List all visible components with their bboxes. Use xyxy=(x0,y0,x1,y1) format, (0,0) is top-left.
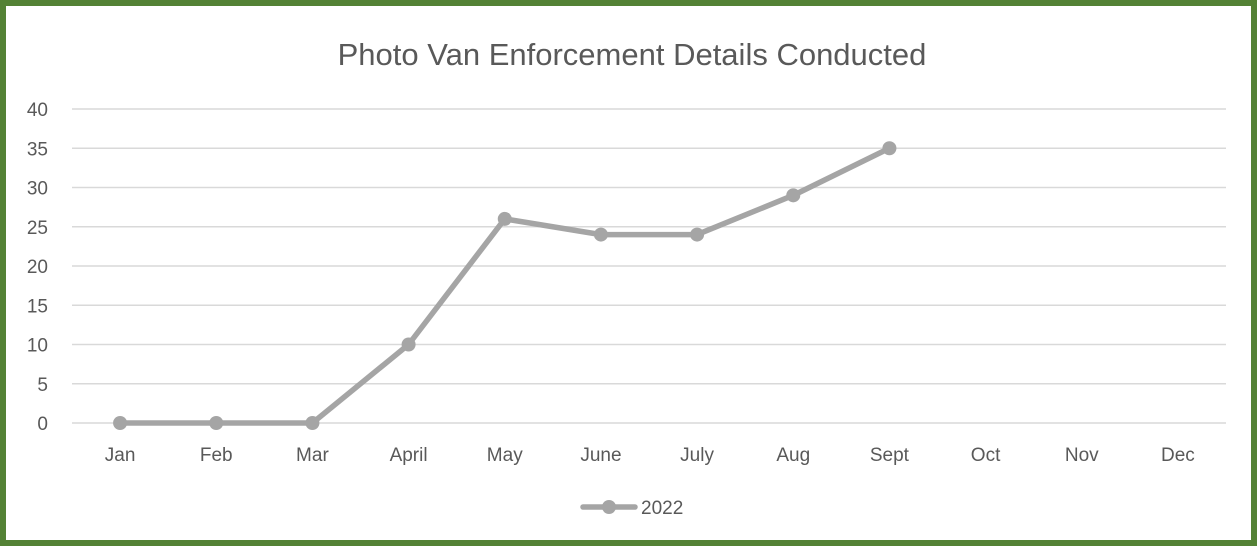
gridlines xyxy=(72,108,1226,424)
x-tick-label: June xyxy=(580,445,621,466)
x-tick-label: Nov xyxy=(1065,445,1099,466)
x-tick-label: Mar xyxy=(296,445,329,466)
data-point xyxy=(593,227,608,242)
x-tick-label: April xyxy=(390,445,428,466)
y-tick-label: 10 xyxy=(27,336,48,357)
series-line xyxy=(117,145,893,426)
data-point xyxy=(113,416,128,430)
x-tick-label: Dec xyxy=(1161,445,1195,466)
series-layer xyxy=(113,141,897,430)
y-tick-label: 15 xyxy=(27,296,48,317)
chart-title: Photo Van Enforcement Details Conducted xyxy=(338,37,927,72)
x-axis: Jan Feb Mar April May June July Aug Sept Oct Nov De… xyxy=(105,445,1195,466)
x-tick-label: Feb xyxy=(200,445,233,466)
y-tick-label: 0 xyxy=(37,414,48,435)
y-tick-label: 40 xyxy=(27,100,48,121)
x-tick-label: May xyxy=(487,445,523,466)
data-point xyxy=(305,416,320,430)
legend-label: 2022 xyxy=(641,498,683,519)
data-point xyxy=(401,337,416,352)
data-point xyxy=(690,227,705,242)
y-tick-label: 5 xyxy=(37,375,48,396)
legend-swatch-marker xyxy=(602,500,616,514)
data-point xyxy=(882,141,897,156)
y-tick-label: 35 xyxy=(27,139,48,160)
x-tick-label: Aug xyxy=(776,445,810,466)
x-tick-label: Oct xyxy=(971,445,1001,466)
x-tick-label: July xyxy=(680,445,714,466)
y-tick-label: 30 xyxy=(27,179,48,200)
legend: 2022 xyxy=(580,498,683,519)
y-tick-label: 25 xyxy=(27,218,48,239)
data-point xyxy=(497,211,512,226)
data-point xyxy=(209,416,224,430)
x-tick-label: Sept xyxy=(870,445,910,466)
data-point xyxy=(786,188,801,203)
y-tick-label: 20 xyxy=(27,257,48,278)
y-axis: 0 5 10 15 20 25 30 35 40 xyxy=(27,100,48,435)
x-tick-label: Jan xyxy=(105,445,136,466)
